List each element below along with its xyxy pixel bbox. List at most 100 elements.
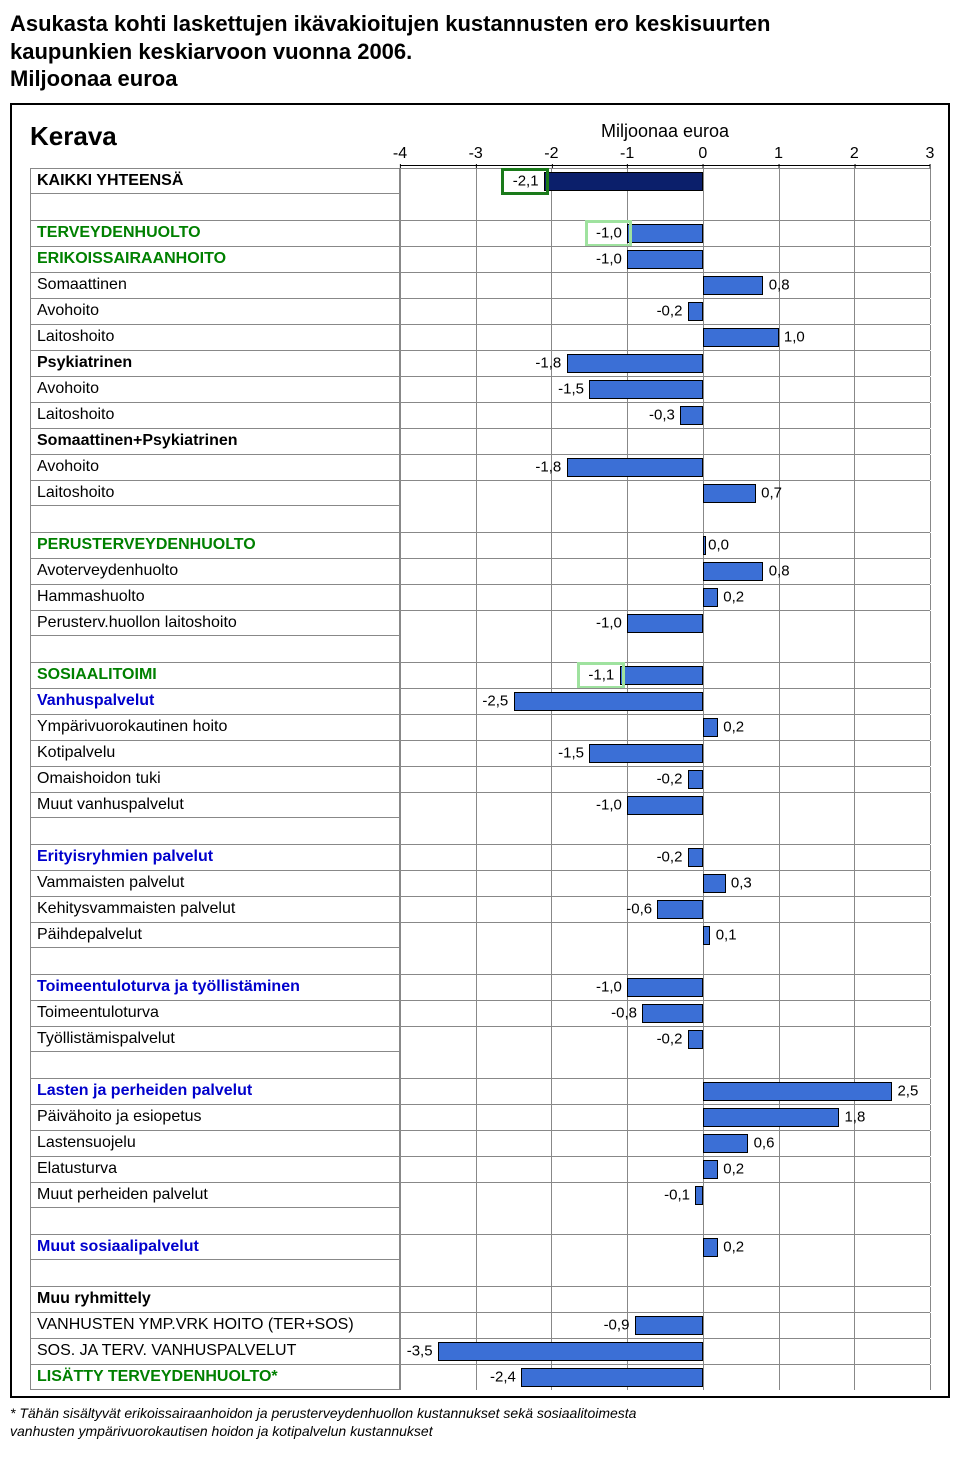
data-row: Avoterveydenhuolto0,8 [30,558,930,584]
row-label: Somaattinen+Psykiatrinen [30,428,400,454]
row-plot: -2,5 [400,688,930,714]
bar [627,796,703,815]
spacer-row [30,1260,930,1286]
bar-value-label: 2,5 [897,1083,918,1100]
data-row: Muut vanhuspalvelut-1,0 [30,792,930,818]
row-label: Hammashuolto [30,584,400,610]
row-label [30,1208,400,1234]
bar [438,1342,703,1361]
bar-value-label: -0,8 [611,1005,637,1022]
data-row: Avohoito-1,5 [30,376,930,402]
bar [688,302,703,321]
data-row: Erityisryhmien palvelut-0,2 [30,844,930,870]
data-row: Laitoshoito1,0 [30,324,930,350]
bar-value-label: -0,2 [657,771,683,788]
row-plot: 1,8 [400,1104,930,1130]
row-label: Avoterveydenhuolto [30,558,400,584]
row-plot: 0,2 [400,1156,930,1182]
bar [589,380,703,399]
bar [627,978,703,997]
bar-value-label: 0,7 [761,485,782,502]
bar-value-label: -0,2 [657,849,683,866]
row-plot: -1,8 [400,350,930,376]
data-row: Työllistämispalvelut -0,2 [30,1026,930,1052]
row-label: SOSIAALITOIMI [30,662,400,688]
bar-value-label: -0,2 [657,303,683,320]
bar [688,848,703,867]
row-label: Laitoshoito [30,480,400,506]
bar [521,1368,703,1387]
bar-value-label: -0,1 [664,1187,690,1204]
bar-value-label: -0,3 [649,407,675,424]
row-label: Laitoshoito [30,402,400,428]
row-plot: -1,0 [400,220,930,246]
row-label [30,1260,400,1286]
row-plot: 0,2 [400,584,930,610]
bar-value-label: -0,6 [626,901,652,918]
axis-tick: -4 [393,145,407,163]
bar [703,1134,748,1153]
row-label: Psykiatrinen [30,350,400,376]
data-row: VANHUSTEN YMP.VRK HOITO (TER+SOS)-0,9 [30,1312,930,1338]
row-plot [400,1286,930,1312]
bar-value-label: -1,0 [596,615,622,632]
spacer-row [30,1208,930,1234]
row-label: Avohoito [30,454,400,480]
data-row: Somaattinen0,8 [30,272,930,298]
bar-value-label: -1,1 [588,667,614,684]
row-plot [400,194,930,220]
data-row: Ympärivuorokautinen hoito0,2 [30,714,930,740]
data-row: ERIKOISSAIRAANHOITO-1,0 [30,246,930,272]
axis-tick: -2 [544,145,558,163]
spacer-row [30,818,930,844]
row-plot: -1,0 [400,610,930,636]
axis-tick: 1 [774,145,783,163]
city-name: Kerava [30,121,400,152]
bar [514,692,703,711]
data-row: Hammashuolto 0,2 [30,584,930,610]
bar-value-label: -1,5 [558,745,584,762]
data-row: Muut sosiaalipalvelut0,2 [30,1234,930,1260]
row-label: Työllistämispalvelut [30,1026,400,1052]
axis-tick: -1 [620,145,634,163]
row-label: Muut sosiaalipalvelut [30,1234,400,1260]
spacer-row [30,636,930,662]
row-label: Toimeentuloturva ja työllistäminen [30,974,400,1000]
bar [688,1030,703,1049]
bar [627,224,703,243]
data-row: PERUSTERVEYDENHUOLTO0,0 [30,532,930,558]
row-label: VANHUSTEN YMP.VRK HOITO (TER+SOS) [30,1312,400,1338]
data-row: Lasten ja perheiden palvelut2,5 [30,1078,930,1104]
bar-value-label: 1,0 [784,329,805,346]
axis-tick: 3 [926,145,935,163]
row-plot: -0,6 [400,896,930,922]
bar [703,536,706,555]
row-label: Vammaisten palvelut [30,870,400,896]
row-label: Avohoito [30,298,400,324]
spacer-row [30,948,930,974]
bar-value-label: 0,6 [754,1135,775,1152]
data-row: TERVEYDENHUOLTO-1,0 [30,220,930,246]
bar [627,250,703,269]
row-label [30,636,400,662]
bar-value-label: 0,2 [723,1161,744,1178]
row-label: Muut vanhuspalvelut [30,792,400,818]
footnote-line-1: * Tähän sisältyvät erikoissairaanhoidon … [10,1405,636,1421]
bar-value-label: -0,2 [657,1031,683,1048]
row-label: Toimeentuloturva [30,1000,400,1026]
row-plot: -1,0 [400,792,930,818]
bar-value-label: 0,2 [723,589,744,606]
data-row: SOS. JA TERV. VANHUSPALVELUT-3,5 [30,1338,930,1364]
row-label: Omaishoidon tuki [30,766,400,792]
row-label: TERVEYDENHUOLTO [30,220,400,246]
row-label: Ympärivuorokautinen hoito [30,714,400,740]
axis-tick: 0 [698,145,707,163]
row-plot [400,948,930,974]
bar-value-label: 0,8 [769,277,790,294]
axis-title: Miljoonaa euroa [400,121,930,142]
data-row: Omaishoidon tuki -0,2 [30,766,930,792]
row-label [30,1052,400,1078]
title-line-1: Asukasta kohti laskettujen ikävakioituje… [10,11,770,36]
bar [642,1004,703,1023]
row-label: Kotipalvelu [30,740,400,766]
